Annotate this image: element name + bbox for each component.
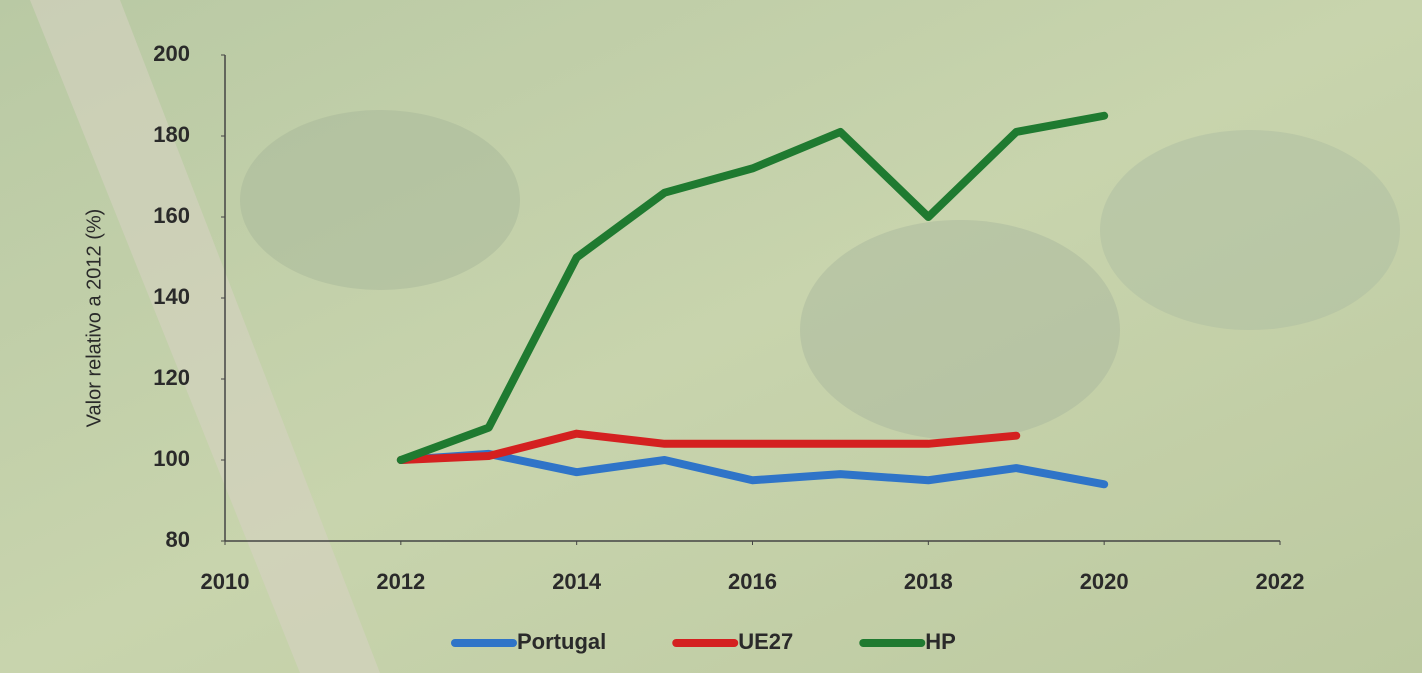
y-tick-label: 100 <box>153 446 190 471</box>
legend-label: HP <box>925 629 956 654</box>
y-tick-label: 80 <box>166 527 190 552</box>
y-tick-label: 180 <box>153 122 190 147</box>
background-tree <box>1100 130 1400 330</box>
legend-label: UE27 <box>738 629 793 654</box>
x-tick-label: 2014 <box>552 569 602 594</box>
x-tick-label: 2020 <box>1080 569 1129 594</box>
x-tick-label: 2010 <box>201 569 250 594</box>
y-tick-label: 140 <box>153 284 190 309</box>
background-tree <box>240 110 520 290</box>
x-tick-label: 2016 <box>728 569 777 594</box>
y-axis-title: Valor relativo a 2012 (%) <box>83 209 105 428</box>
x-tick-label: 2012 <box>376 569 425 594</box>
y-tick-label: 120 <box>153 365 190 390</box>
legend-label: Portugal <box>517 629 606 654</box>
chart: Valor relativo a 2012 (%) 80 100 120 140 160… <box>0 0 1422 673</box>
page: Valor relativo a 2012 (%) 80 100 120 140 160… <box>0 0 1422 673</box>
x-tick-label: 2018 <box>904 569 953 594</box>
background-tree <box>800 220 1120 440</box>
y-tick-label: 160 <box>153 203 190 228</box>
y-tick-label: 200 <box>153 41 190 66</box>
x-tick-label: 2022 <box>1256 569 1305 594</box>
